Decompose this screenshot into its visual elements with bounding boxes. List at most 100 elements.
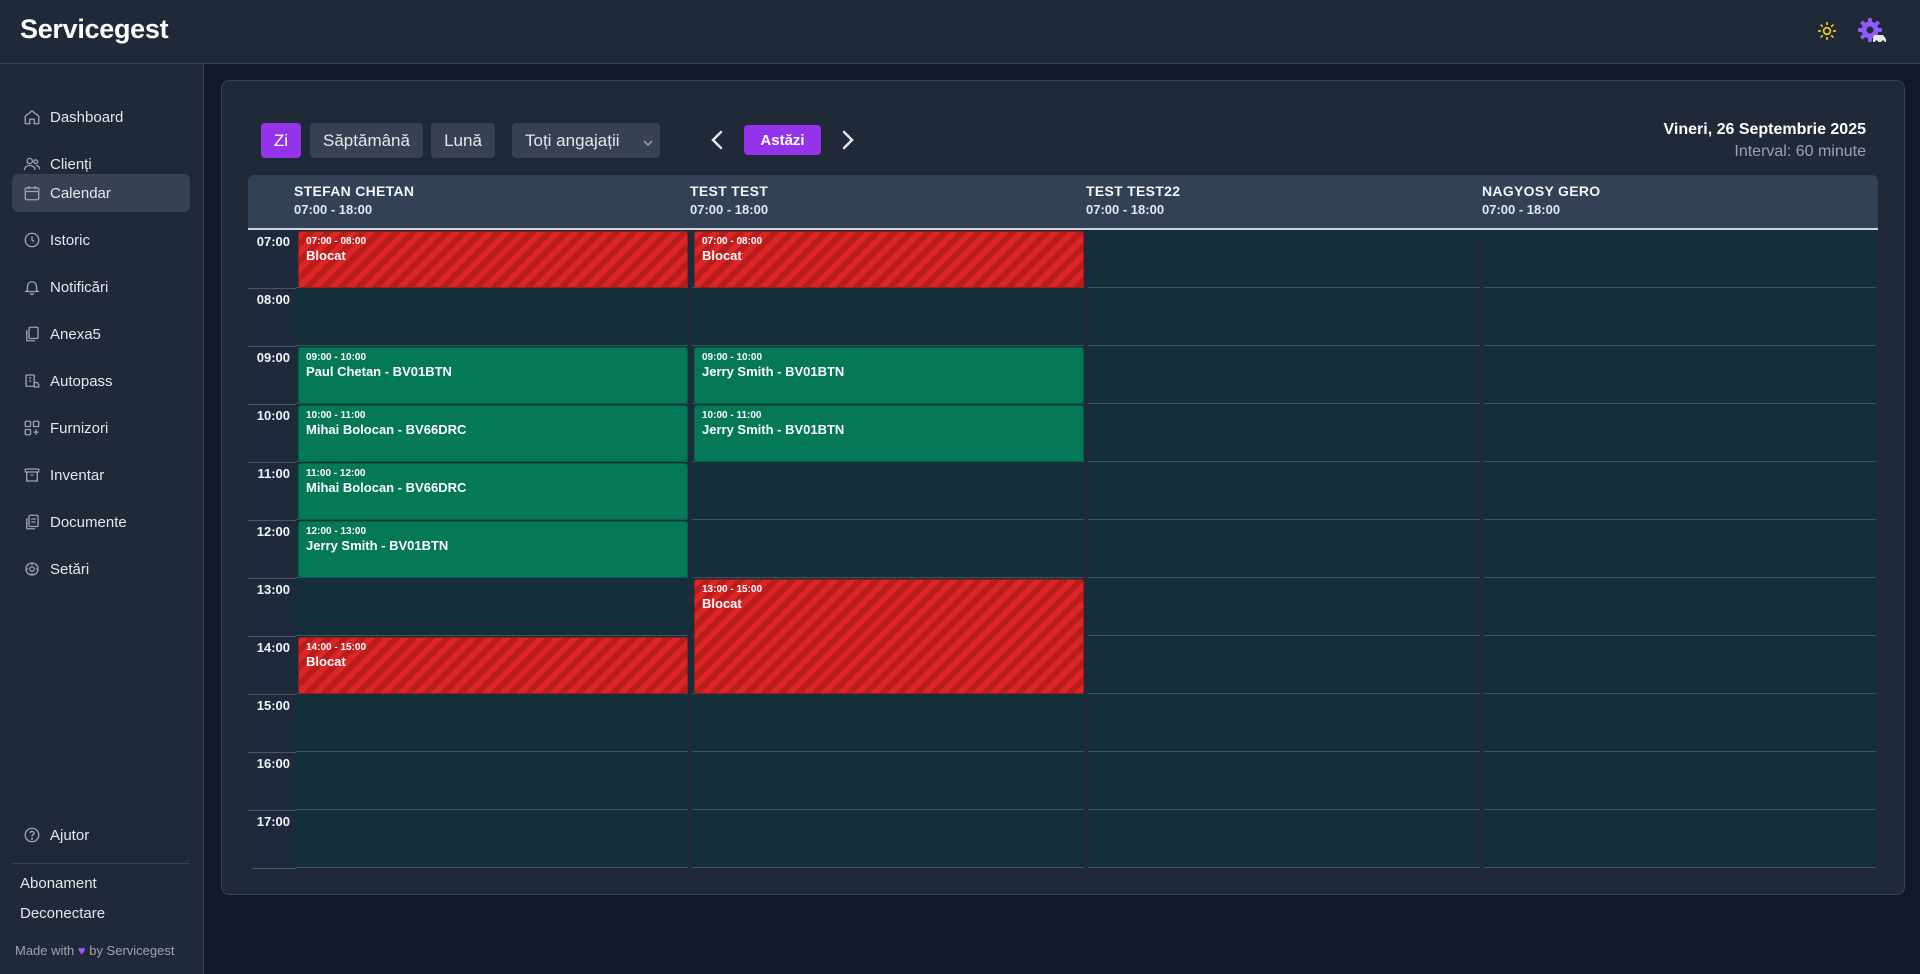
time-slot[interactable] [1484, 752, 1876, 810]
sidebar-item-suppliers[interactable]: Furnizori [12, 409, 190, 447]
sidebar-item-label: Furnizori [50, 419, 109, 437]
time-label: 09:00 [256, 350, 290, 365]
chevron-right-icon [842, 130, 854, 150]
time-slot[interactable] [296, 752, 688, 810]
time-slot[interactable] [1088, 694, 1480, 752]
employee-day-column: 07:00 - 08:00 Blocat 09:00 - 10:00 Jerry Sm… [692, 230, 1084, 869]
time-slot[interactable] [1088, 636, 1480, 694]
documents-icon [22, 512, 42, 532]
appointment-event[interactable]: 09:00 - 10:00 Paul Chetan - BV01BTN [298, 347, 688, 404]
time-label: 17:00 [256, 814, 290, 829]
sidebar-item-anexa5[interactable]: Anexa5 [12, 315, 190, 353]
time-slot[interactable] [296, 288, 688, 346]
sidebar-item-inventory[interactable]: Inventar [12, 456, 190, 494]
sidebar-item-calendar[interactable]: Calendar [12, 174, 190, 212]
sun-icon[interactable] [1812, 16, 1842, 46]
time-slot[interactable] [1088, 752, 1480, 810]
time-slot[interactable] [1484, 810, 1876, 868]
sidebar-item-documents[interactable]: Documente [12, 503, 190, 541]
time-slot[interactable] [1484, 520, 1876, 578]
sidebar-item-history[interactable]: Istoric [12, 221, 190, 259]
sidebar-item-settings[interactable]: Setări [12, 550, 190, 588]
time-column: 07:00 08:00 09:00 10:00 11:00 12:00 13:00 14:00… [248, 230, 296, 869]
blocked-event[interactable]: 13:00 - 15:00 Blocat [694, 579, 1084, 694]
time-slot[interactable] [296, 810, 688, 868]
time-slot[interactable] [1088, 346, 1480, 404]
blocked-event[interactable]: 14:00 - 15:00 Blocat [298, 637, 688, 694]
sidebar-item-label: Notificări [50, 278, 109, 296]
sidebar-item-autopass[interactable]: Autopass [12, 362, 190, 400]
appointment-event[interactable]: 10:00 - 11:00 Jerry Smith - BV01BTN [694, 405, 1084, 462]
sidebar-item-clients[interactable]: Clienți [12, 145, 190, 183]
employee-hours: 07:00 - 18:00 [294, 202, 373, 217]
view-day-button[interactable]: Zi [261, 123, 301, 158]
time-label: 16:00 [256, 756, 290, 771]
event-title: Mihai Bolocan - BV66DRC [306, 422, 467, 437]
time-separator [248, 520, 296, 521]
help-circle-icon [22, 825, 42, 845]
time-slot[interactable] [296, 578, 688, 636]
time-slot[interactable] [692, 288, 1084, 346]
view-week-button[interactable]: Săptămână [310, 123, 423, 158]
today-button[interactable]: Astăzi [744, 125, 821, 155]
blocked-event[interactable]: 07:00 - 08:00 Blocat [298, 231, 688, 288]
event-title: Blocat [306, 654, 346, 669]
time-slot[interactable] [692, 752, 1084, 810]
time-slot[interactable] [1088, 578, 1480, 636]
appointment-event[interactable]: 10:00 - 11:00 Mihai Bolocan - BV66DRC [298, 405, 688, 462]
sidebar-item-notifications[interactable]: Notificări [12, 268, 190, 306]
employee-day-column [1484, 230, 1876, 869]
sidebar-item-dashboard[interactable]: Dashboard [12, 98, 190, 136]
appointment-event[interactable]: 12:00 - 13:00 Jerry Smith - BV01BTN [298, 521, 688, 578]
time-slot[interactable] [1484, 404, 1876, 462]
time-slot[interactable] [1484, 636, 1876, 694]
event-title: Blocat [702, 248, 742, 263]
time-slot[interactable] [692, 810, 1084, 868]
subscription-link[interactable]: Abonament [20, 875, 97, 892]
time-slot[interactable] [692, 520, 1084, 578]
event-time: 11:00 - 12:00 [306, 468, 366, 479]
sidebar: Dashboard Clienți Calendar Istoric Notif… [0, 64, 204, 974]
time-slot[interactable] [1088, 520, 1480, 578]
employee-day-column: 07:00 - 08:00 Blocat 09:00 - 10:00 Paul Che… [296, 230, 688, 869]
time-slot[interactable] [1484, 346, 1876, 404]
time-label: 15:00 [256, 698, 290, 713]
view-month-button[interactable]: Lună [431, 123, 495, 158]
settings-car-icon[interactable] [1858, 16, 1888, 46]
employee-hours: 07:00 - 18:00 [1086, 202, 1165, 217]
time-slot[interactable] [1088, 810, 1480, 868]
logout-link[interactable]: Deconectare [20, 905, 106, 922]
blocked-event[interactable]: 07:00 - 08:00 Blocat [694, 231, 1084, 288]
chevron-left-icon [711, 130, 723, 150]
appointment-event[interactable]: 11:00 - 12:00 Mihai Bolocan - BV66DRC [298, 463, 688, 520]
event-time: 09:00 - 10:00 [702, 352, 763, 363]
time-slot[interactable] [1484, 288, 1876, 346]
calendar-icon [22, 183, 42, 203]
sidebar-item-label: Anexa5 [50, 325, 101, 343]
event-time: 10:00 - 11:00 [306, 410, 366, 421]
time-slot[interactable] [692, 694, 1084, 752]
time-slot[interactable] [1088, 462, 1480, 520]
time-slot[interactable] [1484, 230, 1876, 288]
event-title: Jerry Smith - BV01BTN [306, 538, 449, 553]
time-slot[interactable] [1088, 288, 1480, 346]
time-slot[interactable] [1484, 694, 1876, 752]
event-time: 07:00 - 08:00 [306, 236, 367, 247]
time-slot[interactable] [1088, 230, 1480, 288]
sidebar-item-help[interactable]: Ajutor [12, 816, 190, 854]
appointment-event[interactable]: 09:00 - 10:00 Jerry Smith - BV01BTN [694, 347, 1084, 404]
brand-logo[interactable]: Servicegest [20, 14, 169, 44]
event-title: Jerry Smith - BV01BTN [702, 364, 845, 379]
prev-day-button[interactable] [706, 128, 728, 152]
employee-filter-select[interactable]: Toți angajații [512, 123, 660, 158]
archive-icon [22, 465, 42, 485]
next-day-button[interactable] [837, 128, 859, 152]
time-slot[interactable] [296, 694, 688, 752]
time-slot[interactable] [692, 462, 1084, 520]
grid-plus-icon [22, 418, 42, 438]
time-slot[interactable] [1484, 578, 1876, 636]
time-label: 07:00 [256, 234, 290, 249]
interval-info: Interval: 60 minute [1734, 143, 1866, 160]
time-slot[interactable] [1088, 404, 1480, 462]
time-slot[interactable] [1484, 462, 1876, 520]
